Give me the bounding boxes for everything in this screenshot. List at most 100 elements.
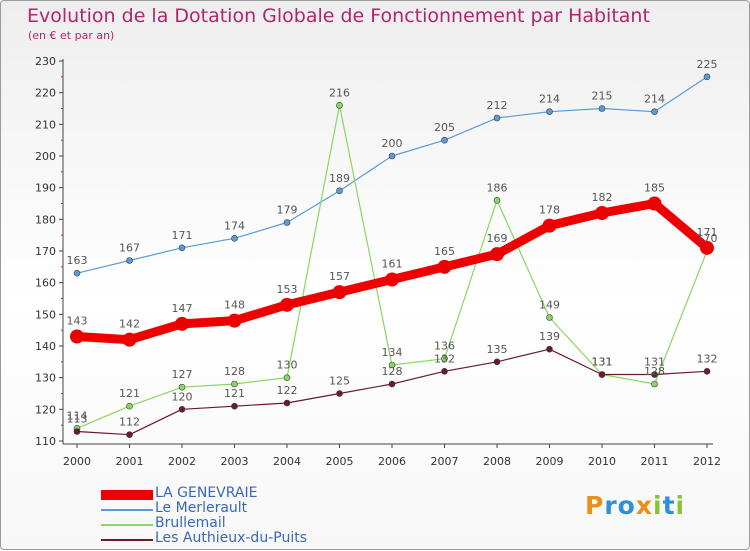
data-point <box>332 285 347 300</box>
x-tick-label: 2011 <box>641 455 669 468</box>
data-point <box>598 371 606 378</box>
y-tick-label: 140 <box>35 340 56 353</box>
data-point <box>126 402 133 410</box>
data-label: 131 <box>644 356 665 369</box>
data-point <box>126 257 133 264</box>
series-les-authieux-du-puits <box>73 345 711 438</box>
chart-subtitle: (en € et par an) <box>28 29 115 42</box>
data-label: 169 <box>487 232 508 245</box>
data-label: 134 <box>382 346 403 359</box>
data-label: 174 <box>224 219 245 232</box>
data-label: 163 <box>67 254 88 267</box>
data-label: 112 <box>119 416 140 429</box>
data-label: 139 <box>539 330 560 343</box>
data-label: 205 <box>434 121 455 134</box>
proxiti-logo: Proxiti <box>585 491 685 520</box>
x-tick-label: 2002 <box>168 455 196 468</box>
legend-label: Brullemail <box>155 515 226 531</box>
data-point <box>598 105 606 112</box>
legend-label: LA GENEVRAIE <box>155 485 258 501</box>
y-tick-label: 190 <box>35 182 56 195</box>
series-le-merlerault <box>73 73 711 277</box>
data-label: 121 <box>224 387 245 400</box>
legend-swatch <box>101 489 153 500</box>
series-la-genevraie <box>70 196 714 347</box>
logo-letter: o <box>617 491 636 520</box>
data-point <box>700 240 714 255</box>
data-point <box>388 361 396 369</box>
series-line <box>76 76 708 274</box>
x-tick-label: 2000 <box>63 455 91 468</box>
data-label: 120 <box>172 390 193 403</box>
data-point <box>490 247 504 262</box>
data-label: 136 <box>434 340 455 353</box>
series-line <box>72 199 712 345</box>
data-point <box>283 399 291 407</box>
data-label: 216 <box>329 86 350 99</box>
data-point <box>122 332 137 347</box>
data-point <box>595 206 609 220</box>
x-tick-label: 2006 <box>378 455 406 468</box>
x-tick-label: 2008 <box>483 455 511 468</box>
y-tick-label: 120 <box>35 403 56 416</box>
data-label: 225 <box>697 58 718 71</box>
data-label: 149 <box>539 299 560 312</box>
data-label: 143 <box>67 315 88 328</box>
data-point <box>703 368 711 375</box>
data-label: 127 <box>172 368 193 381</box>
data-point <box>336 102 343 109</box>
data-point <box>70 329 84 344</box>
data-point <box>178 244 186 252</box>
y-tick-label: 230 <box>35 55 56 68</box>
legend-swatch <box>101 523 153 526</box>
y-tick-label: 110 <box>35 435 56 448</box>
data-label: 113 <box>67 413 88 426</box>
logo-letter: r <box>604 491 618 520</box>
data-label: 214 <box>539 93 560 106</box>
data-label: 185 <box>644 182 665 195</box>
data-label: 179 <box>277 204 298 217</box>
data-label: 186 <box>487 181 508 194</box>
data-label: 214 <box>644 93 665 106</box>
data-label: 148 <box>224 299 245 312</box>
data-label: 132 <box>434 352 455 365</box>
data-label: 153 <box>277 283 298 296</box>
data-point <box>703 73 711 81</box>
y-tick-label: 200 <box>35 150 56 163</box>
data-point <box>651 380 658 388</box>
data-point <box>493 197 501 204</box>
data-point <box>73 269 81 277</box>
data-point <box>388 152 396 160</box>
data-point <box>651 108 658 115</box>
data-point <box>546 345 553 353</box>
data-label: 212 <box>487 99 508 112</box>
y-tick-label: 150 <box>35 308 56 321</box>
data-label: 170 <box>697 232 718 245</box>
data-label: 128 <box>382 365 403 378</box>
data-point <box>283 374 291 381</box>
data-label: 142 <box>119 318 140 331</box>
data-label: 171 <box>172 229 193 242</box>
x-tick-label: 2007 <box>431 455 459 468</box>
data-point <box>178 406 186 413</box>
data-point <box>437 259 452 274</box>
data-point <box>283 219 291 226</box>
data-point <box>441 355 448 362</box>
data-point <box>441 136 448 144</box>
data-label: 130 <box>277 359 298 372</box>
x-tick-label: 2004 <box>273 455 301 468</box>
x-tick-label: 2010 <box>588 455 616 468</box>
logo-letter: x <box>635 491 653 520</box>
data-label: 131 <box>592 356 613 369</box>
data-label: 157 <box>329 270 350 283</box>
x-tick-label: 2001 <box>116 455 144 468</box>
data-label: 171 <box>697 226 718 239</box>
data-point <box>231 402 238 410</box>
data-point <box>546 314 553 321</box>
legend-label: Les Authieux-du-Puits <box>155 530 307 546</box>
data-point <box>651 371 658 378</box>
data-point <box>231 380 238 388</box>
data-point <box>493 358 501 366</box>
logo-letter: t <box>662 491 676 520</box>
